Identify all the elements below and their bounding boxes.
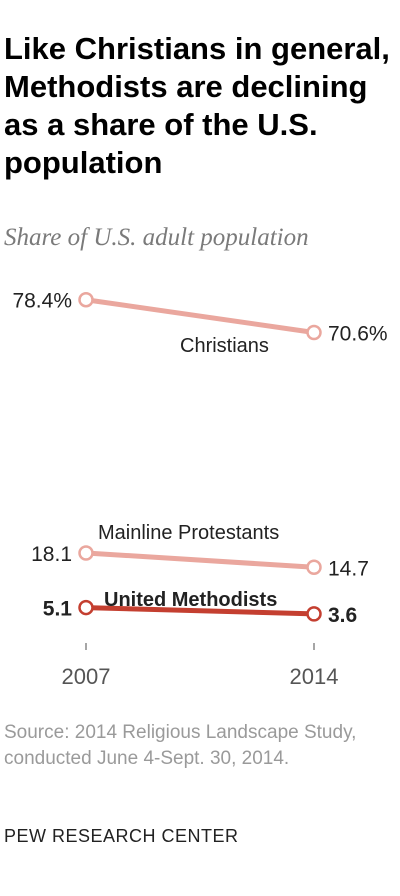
- data-label-2-0: 5.1: [43, 598, 73, 621]
- series-line-0: [83, 297, 317, 335]
- series-name-0: Christians: [180, 335, 269, 357]
- x-tick-label-2007: 2007: [62, 664, 111, 689]
- source-note: Source: 2014 Religious Landscape Study, …: [4, 722, 357, 769]
- data-point-0-0: [78, 291, 94, 308]
- series-name-1: Mainline Protestants: [98, 522, 279, 544]
- data-label-1-1: 14.7: [328, 557, 369, 580]
- data-label-2-1: 3.6: [328, 604, 357, 627]
- data-label-0-1: 70.6%: [328, 322, 388, 345]
- organization-name: PEW RESEARCH CENTER: [4, 826, 239, 846]
- chart-title: Like Christians in general, Methodists a…: [4, 31, 390, 180]
- data-point-1-1: [306, 559, 322, 576]
- series-name-2: United Methodists: [104, 589, 277, 611]
- data-point-2-1: [306, 606, 322, 622]
- chart-subtitle: Share of U.S. adult population: [4, 224, 309, 251]
- data-point-2-0: [78, 599, 94, 616]
- data-point-0-1: [306, 324, 322, 341]
- series-line-1: [83, 550, 317, 570]
- x-tick-label-2014: 2014: [290, 664, 339, 689]
- data-label-0-0: 78.4%: [12, 290, 72, 313]
- series-line-2: [83, 605, 317, 617]
- data-point-1-0: [78, 545, 94, 561]
- data-label-1-0: 18.1: [31, 543, 72, 566]
